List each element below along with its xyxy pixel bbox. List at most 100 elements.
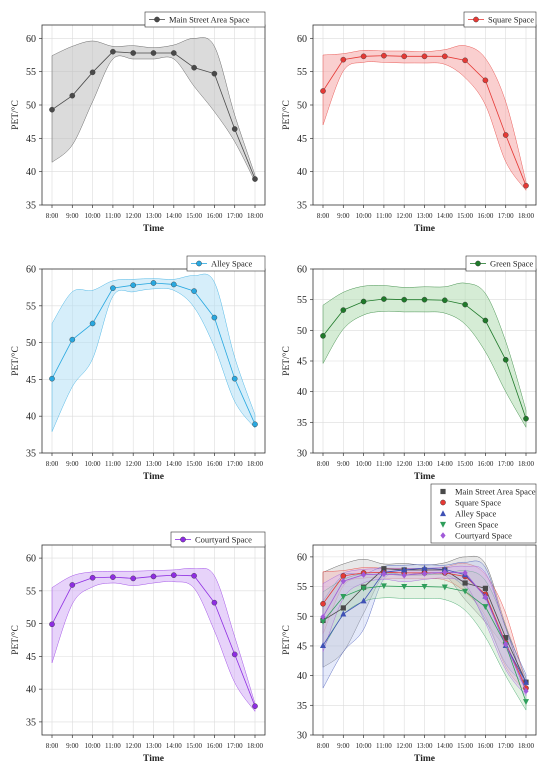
data-point xyxy=(523,687,529,695)
legend-frame xyxy=(463,11,537,28)
x-tick-label: 10:00 xyxy=(356,212,372,220)
data-point xyxy=(523,699,529,705)
data-point xyxy=(231,126,238,132)
data-point xyxy=(130,575,136,582)
data-point xyxy=(170,50,177,56)
data-point xyxy=(361,571,367,578)
x-tick-label: 9:00 xyxy=(337,212,350,220)
x-tick-label: 9:00 xyxy=(337,460,350,468)
legend-frame xyxy=(186,255,266,272)
data-point xyxy=(421,564,428,571)
x-tick-label: 16:00 xyxy=(477,212,493,220)
data-point xyxy=(502,132,509,138)
data-point xyxy=(421,296,428,303)
data-point xyxy=(360,53,367,60)
x-tick-label: 17:00 xyxy=(227,742,243,750)
y-tick-label: 60 xyxy=(26,554,36,565)
x-tick-label: 10:00 xyxy=(356,460,372,468)
legend-frame xyxy=(430,483,537,544)
data-point xyxy=(381,566,387,572)
data-point xyxy=(211,314,218,321)
x-tick-label: 16:00 xyxy=(477,460,493,468)
data-point xyxy=(462,588,469,595)
y-tick-label: 50 xyxy=(26,338,36,349)
data-point xyxy=(462,580,468,586)
y-tick-label: 55 xyxy=(297,582,307,593)
plot-area xyxy=(49,568,258,713)
plot-area xyxy=(320,555,529,711)
data-point xyxy=(482,585,488,591)
x-tick-label: 16:00 xyxy=(477,742,493,750)
legend: Square Space xyxy=(463,11,537,28)
data-point xyxy=(340,307,347,313)
y-tick-label: 30 xyxy=(297,731,307,742)
data-point xyxy=(360,298,367,305)
y-tick-label: 45 xyxy=(26,375,36,386)
data-point xyxy=(340,610,347,617)
data-point xyxy=(441,53,448,60)
x-tick-label: 11:00 xyxy=(105,742,121,750)
data-point xyxy=(191,288,197,294)
y-axis-label: PET/°C xyxy=(10,100,21,130)
chart-panel-main-street: 35 40 45 50 55 60 8:00 9:00 10:00 11:00 12:00 13:00… xyxy=(10,11,266,234)
x-tick-label: 12:00 xyxy=(396,212,412,220)
legend-frame xyxy=(170,531,266,548)
data-point xyxy=(503,635,509,641)
data-point xyxy=(482,317,489,324)
data-point xyxy=(441,584,448,591)
legend: Green Space xyxy=(465,255,537,272)
data-point xyxy=(252,176,258,182)
data-point xyxy=(340,578,346,585)
legend-marker xyxy=(154,16,160,23)
legend-marker xyxy=(475,260,481,267)
plot-area xyxy=(320,45,529,192)
x-tick-label: 15:00 xyxy=(186,460,202,468)
legend: Main Street Area Space xyxy=(144,11,266,28)
chart-panel-courtyard: 35 40 45 50 55 60 8:00 9:00 10:00 11:00 12:00 13:00… xyxy=(10,531,266,764)
x-tick-label: 17:00 xyxy=(498,460,514,468)
y-tick-label: 40 xyxy=(26,412,36,423)
y-tick-label: 45 xyxy=(297,357,307,368)
legend-marker xyxy=(440,510,446,517)
data-point xyxy=(191,64,197,71)
x-tick-label: 18:00 xyxy=(247,460,263,468)
x-tick-label: 8:00 xyxy=(46,460,59,468)
legend-frame xyxy=(465,255,537,272)
y-tick-label: 55 xyxy=(26,67,36,78)
data-point xyxy=(110,574,116,580)
x-tick-label: 9:00 xyxy=(337,742,350,750)
legend-label: Courtyard Space xyxy=(195,535,252,545)
data-point xyxy=(462,57,468,64)
data-point xyxy=(211,70,218,77)
data-point xyxy=(381,52,387,59)
data-point xyxy=(170,572,177,578)
x-tick-label: 14:00 xyxy=(437,212,453,220)
y-axis-label: PET/°C xyxy=(10,346,21,376)
data-point xyxy=(252,703,258,709)
x-tick-label: 14:00 xyxy=(437,460,453,468)
x-tick-label: 17:00 xyxy=(227,212,243,220)
data-point xyxy=(462,569,468,577)
x-tick-label: 12:00 xyxy=(125,212,141,220)
chart-panel-green: 30 35 40 45 50 55 60 8:00 9:00 10:00 11:00 12:00 13:… xyxy=(281,255,537,482)
x-tick-label: 17:00 xyxy=(498,742,514,750)
y-tick-label: 55 xyxy=(297,295,307,306)
legend-label: Alley Space xyxy=(211,259,253,269)
legend-label: Main Street Area Space xyxy=(455,487,536,497)
data-point xyxy=(503,640,509,648)
data-point xyxy=(252,421,258,428)
plot-area xyxy=(49,273,258,432)
x-tick-label: 16:00 xyxy=(206,460,222,468)
x-tick-label: 8:00 xyxy=(317,460,330,468)
data-point xyxy=(150,280,157,286)
x-tick-label: 10:00 xyxy=(85,460,101,468)
data-point xyxy=(130,282,136,288)
legend-marker xyxy=(473,16,479,23)
x-tick-label: 10:00 xyxy=(85,212,101,220)
y-axis-label: PET/°C xyxy=(10,625,21,655)
x-tick-label: 8:00 xyxy=(317,742,330,750)
legend-marker xyxy=(440,521,446,528)
data-point xyxy=(231,651,238,658)
